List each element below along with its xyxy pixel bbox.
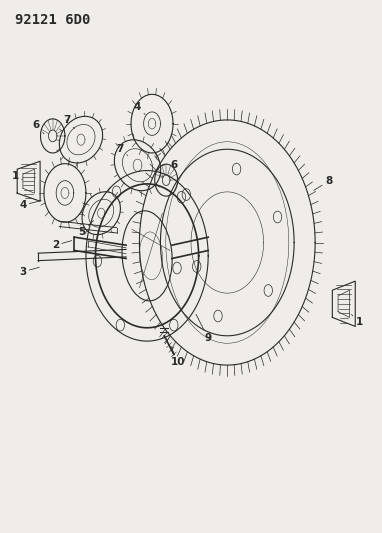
Text: 3: 3 — [19, 267, 39, 277]
Text: 6: 6 — [33, 120, 44, 134]
Text: 6: 6 — [168, 160, 177, 173]
Text: 5: 5 — [79, 221, 94, 237]
Text: 9: 9 — [196, 314, 212, 343]
Text: 1: 1 — [351, 314, 363, 327]
Text: 7: 7 — [63, 115, 74, 128]
Text: 8: 8 — [314, 176, 332, 190]
Text: 1: 1 — [12, 171, 23, 181]
Text: 7: 7 — [117, 144, 128, 156]
Text: 2: 2 — [52, 240, 72, 250]
Text: 92121 6D0: 92121 6D0 — [15, 13, 91, 27]
Text: 4: 4 — [134, 102, 145, 115]
Text: 10: 10 — [170, 346, 185, 367]
Text: 4: 4 — [19, 200, 41, 210]
